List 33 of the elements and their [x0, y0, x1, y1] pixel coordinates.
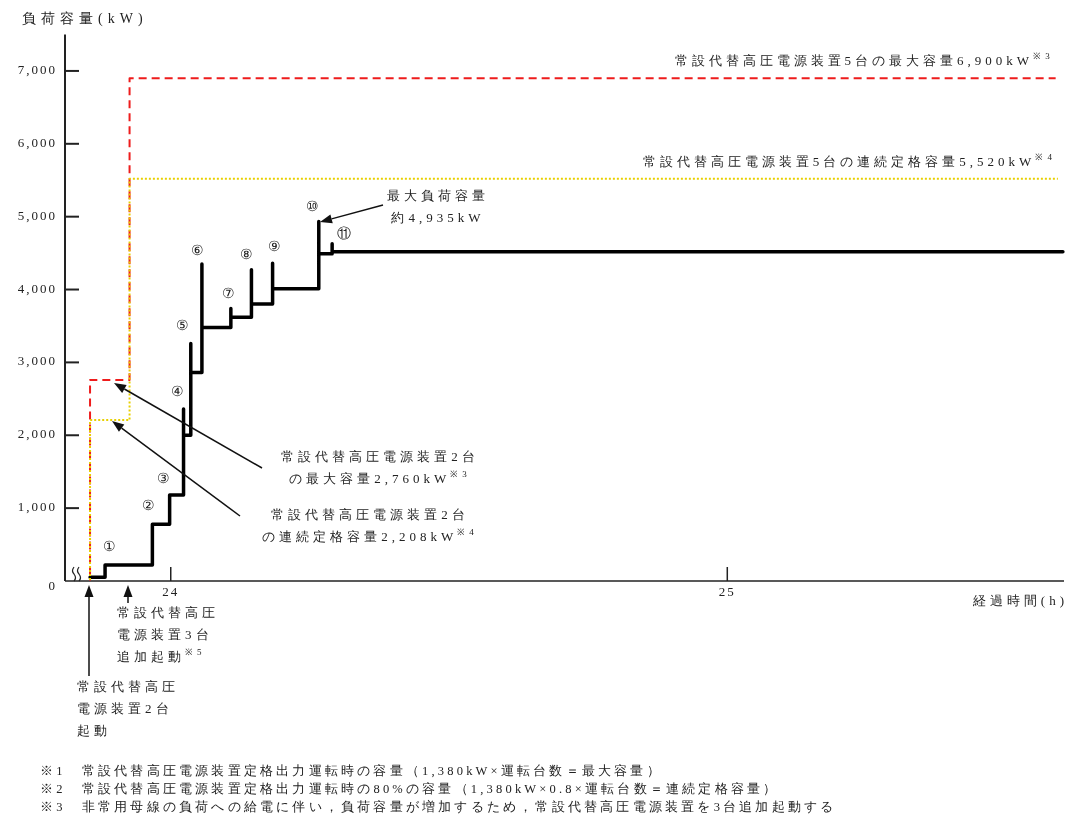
annotation: ⑩: [306, 199, 320, 215]
annotation: ⑧: [239, 247, 253, 263]
x-axis-title: 経過時間(h): [971, 592, 1068, 608]
annotation: ⑤: [176, 318, 190, 334]
y-tick-label: 3,000: [17, 353, 57, 369]
annotation: 常設代替高圧電源装置2台の最大容量2,760kW$^{※3}$: [281, 448, 479, 486]
series-label: 常設代替高圧電源装置5台の連続定格容量5,520kW$^{※4}$: [642, 151, 1056, 169]
annotation: ④: [171, 384, 185, 400]
text: 常設代替高圧電源装置2台起動: [77, 678, 179, 738]
annotation: ①: [102, 539, 116, 555]
annotation: ⑪: [337, 225, 352, 241]
y-tick-label: 1,000: [17, 499, 57, 515]
y-tick-label: 0: [48, 577, 57, 593]
annotation: ⑨: [268, 239, 282, 255]
annotation: ⑥: [191, 242, 205, 258]
annotation: ⑦: [222, 286, 236, 302]
y-tick-label: 4,000: [17, 280, 57, 296]
y-tick-label: 5,000: [17, 207, 57, 223]
annotation: ②: [141, 498, 155, 514]
text: 常設代替高圧電源装置3台追加起動$^{※5}$: [117, 604, 219, 664]
annotation: 常設代替高圧電源装置2台の連続定格容量2,208kW$^{※4}$: [262, 506, 478, 544]
annotation: ③: [157, 471, 171, 487]
text: ※3 非常用母線の負荷への給電に伴い，負荷容量が増加するため，常設代替高圧電源装置を3台追加起動する: [40, 798, 837, 814]
y-tick-label: 6,000: [17, 134, 57, 150]
y-tick-label: 2,000: [17, 426, 57, 442]
x-tick-label: 25: [718, 583, 736, 599]
text: ※1 常設代替高圧電源装置定格出力運転時の容量（1,380kW×運転台数＝最大容量）: [40, 762, 663, 778]
series-label: 常設代替高圧電源装置5台の最大容量6,900kW$^{※3}$: [674, 51, 1054, 69]
annotation: 最大負荷容量約4,935kW: [387, 187, 489, 225]
text: ※2 常設代替高圧電源装置定格出力運転時の80%の容量（1,380kW×0.8×運転台数＝連続定格容量）: [40, 780, 780, 796]
x-tick-label: 24: [162, 583, 180, 599]
y-tick-label: 7,000: [17, 61, 57, 77]
y-axis-title: 負荷容量(kW): [22, 11, 148, 28]
